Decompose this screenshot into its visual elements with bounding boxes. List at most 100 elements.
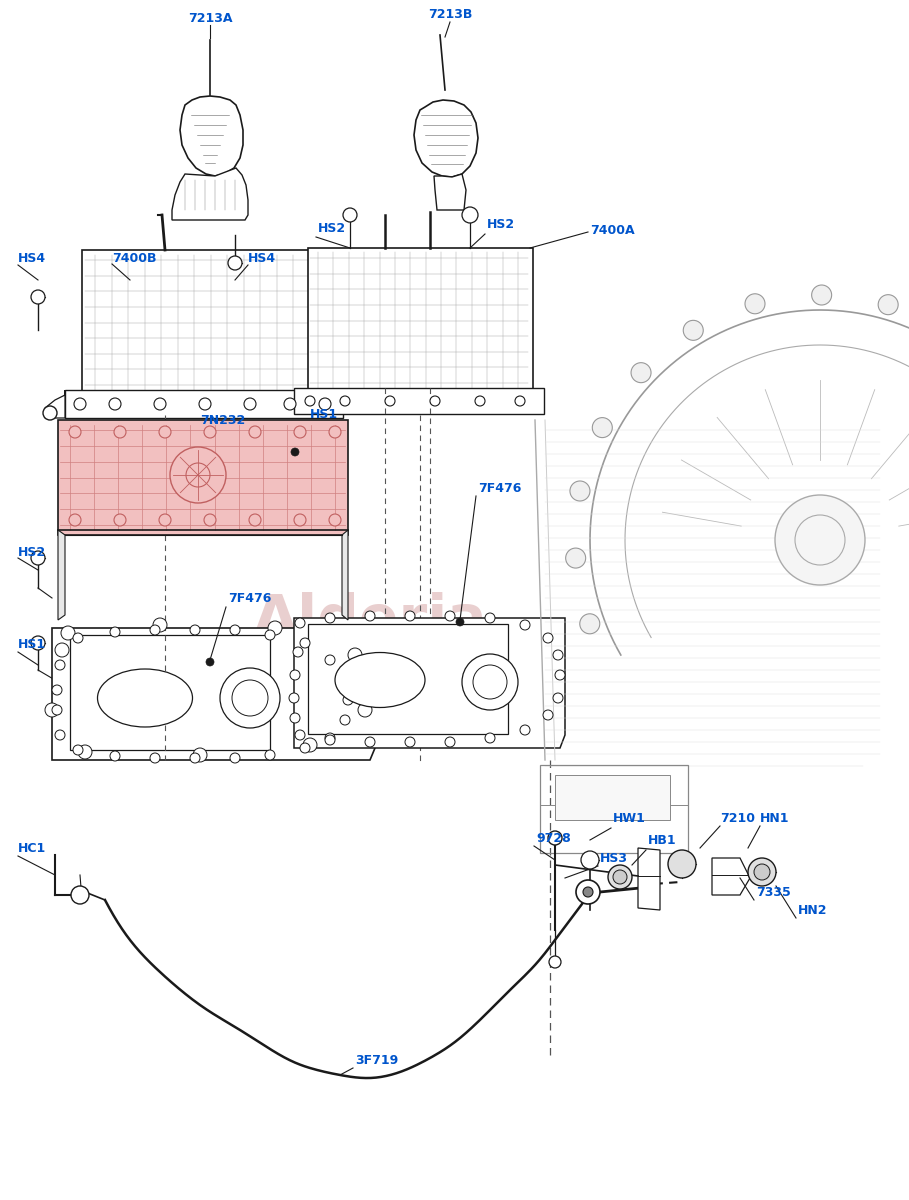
Circle shape	[268, 622, 282, 635]
Polygon shape	[638, 848, 660, 910]
Text: 7213A: 7213A	[188, 12, 233, 24]
Polygon shape	[414, 100, 478, 176]
Circle shape	[684, 320, 704, 341]
Circle shape	[295, 618, 305, 628]
Circle shape	[329, 426, 341, 438]
Circle shape	[613, 870, 627, 884]
Circle shape	[206, 658, 214, 666]
Circle shape	[55, 643, 69, 658]
Circle shape	[31, 551, 45, 565]
Circle shape	[294, 426, 306, 438]
Text: 7210: 7210	[720, 811, 755, 824]
Text: HS3: HS3	[600, 852, 628, 864]
Circle shape	[745, 294, 765, 313]
Circle shape	[754, 864, 770, 880]
Circle shape	[265, 750, 275, 760]
Circle shape	[204, 514, 216, 526]
Polygon shape	[342, 530, 348, 620]
Circle shape	[230, 625, 240, 635]
Circle shape	[159, 426, 171, 438]
Circle shape	[71, 886, 89, 904]
Circle shape	[295, 730, 305, 740]
Circle shape	[204, 426, 216, 438]
Circle shape	[110, 751, 120, 761]
Circle shape	[549, 956, 561, 968]
Circle shape	[325, 655, 335, 665]
Circle shape	[795, 515, 845, 565]
Bar	[82, 250, 327, 398]
Circle shape	[555, 670, 565, 680]
Circle shape	[485, 733, 495, 743]
Circle shape	[291, 448, 299, 456]
Circle shape	[343, 208, 357, 222]
Circle shape	[445, 611, 455, 622]
Circle shape	[565, 548, 585, 568]
Bar	[294, 388, 544, 414]
Circle shape	[159, 514, 171, 526]
Ellipse shape	[335, 653, 425, 708]
Circle shape	[153, 618, 167, 632]
Bar	[70, 635, 270, 750]
Circle shape	[289, 692, 299, 703]
Text: 7F476: 7F476	[478, 481, 522, 494]
Circle shape	[114, 514, 126, 526]
Text: HS2: HS2	[487, 218, 515, 232]
Text: Alderia: Alderia	[253, 592, 487, 648]
Circle shape	[199, 398, 211, 410]
Circle shape	[55, 660, 65, 670]
Circle shape	[430, 396, 440, 406]
Circle shape	[878, 295, 898, 314]
Circle shape	[190, 625, 200, 635]
Circle shape	[365, 737, 375, 746]
Polygon shape	[45, 390, 65, 418]
Circle shape	[405, 611, 415, 622]
Circle shape	[45, 703, 59, 716]
Circle shape	[668, 850, 696, 878]
Text: 7N232: 7N232	[200, 414, 245, 426]
Circle shape	[445, 737, 455, 746]
Circle shape	[576, 880, 600, 904]
Circle shape	[74, 398, 86, 410]
Circle shape	[358, 703, 372, 716]
Circle shape	[290, 713, 300, 722]
Circle shape	[325, 613, 335, 623]
Circle shape	[515, 396, 525, 406]
Circle shape	[456, 618, 464, 626]
Circle shape	[405, 737, 415, 746]
Circle shape	[55, 730, 65, 740]
Circle shape	[348, 648, 362, 662]
Circle shape	[475, 396, 485, 406]
Circle shape	[581, 851, 599, 869]
Circle shape	[150, 754, 160, 763]
Circle shape	[190, 754, 200, 763]
Circle shape	[473, 665, 507, 698]
Circle shape	[61, 626, 75, 640]
Circle shape	[462, 654, 518, 710]
Circle shape	[340, 715, 350, 725]
Circle shape	[290, 670, 300, 680]
Circle shape	[220, 668, 280, 728]
Polygon shape	[52, 628, 375, 760]
Polygon shape	[180, 96, 243, 176]
Circle shape	[31, 290, 45, 304]
Circle shape	[114, 426, 126, 438]
Text: part: part	[301, 652, 439, 708]
Circle shape	[305, 396, 315, 406]
Circle shape	[228, 256, 242, 270]
Circle shape	[319, 398, 331, 410]
Circle shape	[150, 625, 160, 635]
Circle shape	[385, 396, 395, 406]
Circle shape	[244, 398, 256, 410]
Circle shape	[300, 638, 310, 648]
Circle shape	[485, 613, 495, 623]
Circle shape	[249, 426, 261, 438]
Text: HS4: HS4	[18, 252, 46, 264]
Circle shape	[520, 620, 530, 630]
Text: 7335: 7335	[756, 886, 791, 899]
Polygon shape	[434, 174, 466, 210]
Bar	[555, 775, 670, 820]
Circle shape	[548, 830, 562, 845]
Circle shape	[73, 634, 83, 643]
Ellipse shape	[97, 670, 193, 727]
Text: HS1: HS1	[310, 408, 338, 421]
